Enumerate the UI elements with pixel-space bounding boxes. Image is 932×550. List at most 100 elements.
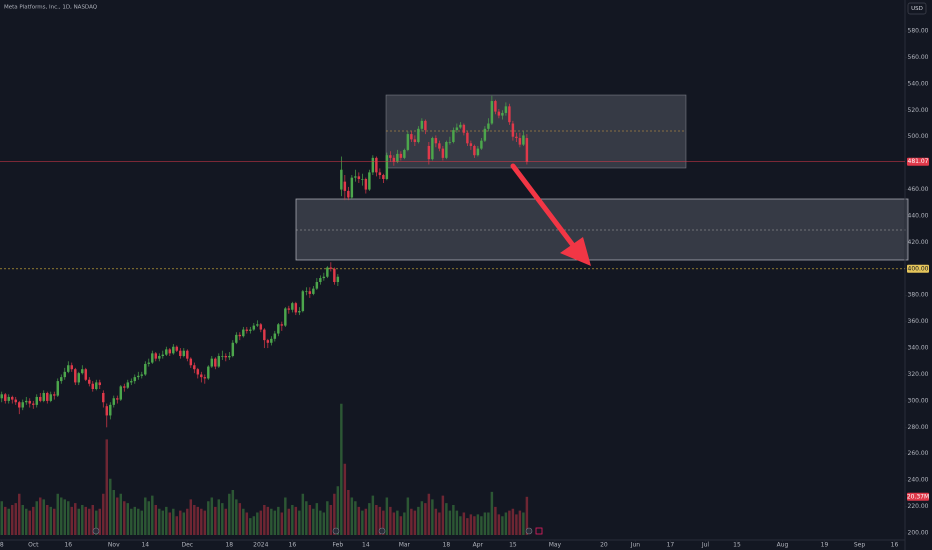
volume-bar <box>417 506 420 535</box>
candle-body <box>273 333 277 339</box>
x-tick-label: Apr <box>473 542 484 549</box>
candle-body <box>77 373 80 383</box>
x-tick-label: Jun <box>630 542 641 549</box>
volume-bar <box>224 508 228 535</box>
candle-body <box>350 177 354 198</box>
candle-body <box>497 111 501 116</box>
candle-body <box>371 157 375 173</box>
candle-body <box>427 145 431 160</box>
volume-bar <box>515 514 518 535</box>
event-marker[interactable] <box>535 527 543 535</box>
volume-bar <box>95 510 98 535</box>
event-marker[interactable] <box>332 527 340 535</box>
candle-body <box>431 138 434 160</box>
volume-bar <box>382 510 385 535</box>
event-marker[interactable] <box>92 527 100 535</box>
volume-bar <box>431 499 434 535</box>
volume-bar <box>287 508 291 535</box>
arrow-head <box>560 237 591 266</box>
candle-body <box>501 112 504 116</box>
y-tick-label: 440.00 <box>908 212 929 219</box>
volume-bar <box>511 508 515 535</box>
x-tick-label: Mar <box>399 542 411 549</box>
candle-body <box>385 155 389 179</box>
candle-body <box>203 377 207 379</box>
volume-bar <box>242 508 245 535</box>
candle-body <box>333 268 336 283</box>
candle-body <box>123 386 126 388</box>
volume-bar <box>74 503 77 535</box>
candle-body <box>21 402 24 408</box>
volume-bar <box>116 497 119 535</box>
volume-bar <box>396 510 399 535</box>
candle-body <box>207 366 210 379</box>
last-volume-label: 20.37M <box>907 493 929 500</box>
candle-body <box>147 362 151 364</box>
volume-bar <box>18 493 21 535</box>
currency-button[interactable] <box>907 2 927 15</box>
volume-bar <box>525 496 529 535</box>
x-tick-label: May <box>549 542 562 549</box>
event-marker[interactable] <box>525 527 533 535</box>
x-tick-label: 2024 <box>253 542 268 549</box>
volume-bar <box>238 503 242 535</box>
volume-bar <box>189 499 193 535</box>
volume-bar <box>21 505 24 535</box>
volume-bar <box>490 491 494 535</box>
volume-bar <box>392 512 396 535</box>
x-tick-label: Nov <box>108 542 120 549</box>
volume-bar <box>298 510 301 535</box>
volume-bar <box>67 501 70 535</box>
volume-bar <box>256 512 259 535</box>
candle-body <box>81 369 84 374</box>
candle-body <box>238 334 242 337</box>
volume-bar <box>434 508 438 535</box>
target-box <box>295 198 909 261</box>
range-box <box>385 94 687 169</box>
volume-bar <box>112 490 116 535</box>
y-tick-label: 420.00 <box>908 239 929 246</box>
candle-body <box>455 127 459 131</box>
candle-body <box>280 324 284 326</box>
candle-body <box>249 329 252 331</box>
last-price-label: 481.07 <box>908 158 929 165</box>
volume-bar <box>291 505 294 535</box>
candle-body <box>452 130 455 143</box>
volume-bar <box>0 501 3 535</box>
candle-body <box>175 346 179 351</box>
candle-body <box>476 148 480 156</box>
volume-bar <box>144 497 147 535</box>
candle-body <box>340 169 343 190</box>
event-marker[interactable] <box>378 527 386 535</box>
x-tick-label: 18 <box>225 542 233 549</box>
volume-bar <box>249 518 252 535</box>
candle-body <box>4 394 7 401</box>
x-tick-label: Dec <box>181 542 193 549</box>
volume-bar <box>462 512 466 535</box>
volume-bar <box>508 510 511 535</box>
volume-bar <box>165 506 168 535</box>
volume-bar <box>214 506 217 535</box>
volume-bar <box>200 508 203 535</box>
candle-body <box>179 350 182 356</box>
candle-body <box>469 143 473 146</box>
volume-bar <box>109 478 112 535</box>
volume-bar <box>522 512 525 535</box>
volume-bar <box>91 505 95 535</box>
candle-body <box>389 155 392 158</box>
candle-body <box>319 278 322 283</box>
y-tick-label: 260.00 <box>908 450 929 457</box>
candle-body <box>284 308 287 326</box>
candle-body <box>525 138 529 162</box>
candle-body <box>32 403 35 405</box>
x-tick-label: Sep <box>854 542 866 549</box>
candle-body <box>102 392 105 403</box>
candle-body <box>63 371 66 378</box>
volume-bar <box>123 501 126 535</box>
x-tick-label: 19 <box>821 542 829 549</box>
candle-body <box>494 101 497 112</box>
volume-bar <box>448 510 452 535</box>
volume-bar <box>452 505 455 535</box>
candle-body <box>140 374 144 376</box>
